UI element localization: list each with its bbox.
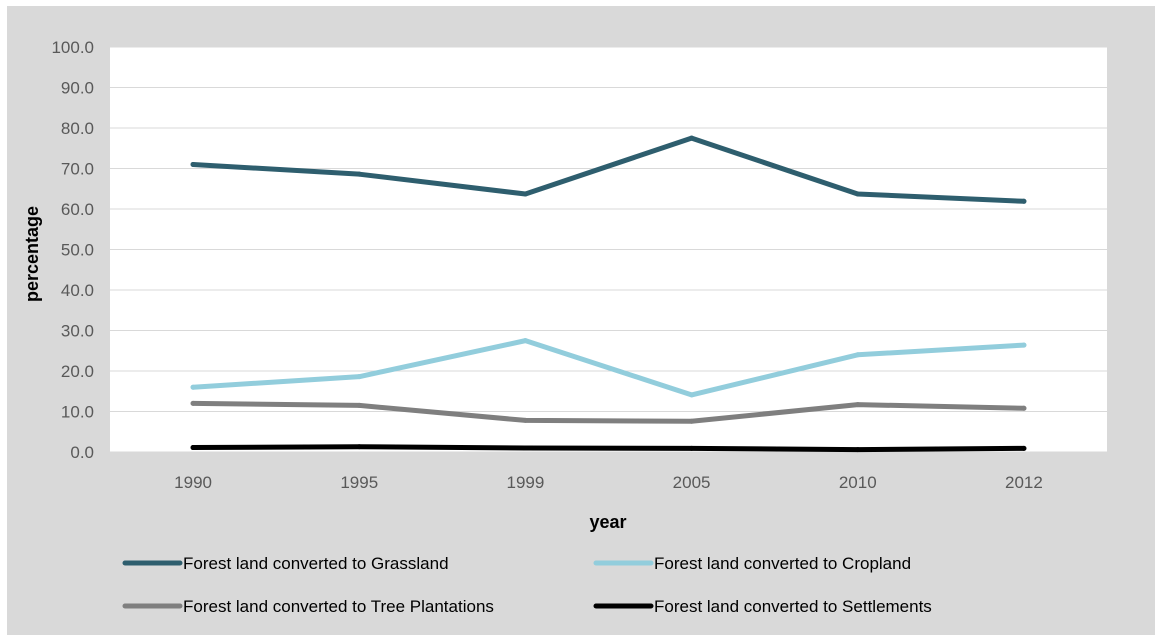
data-point — [1021, 198, 1027, 204]
legend-item: Forest land converted to Tree Plantation… — [122, 597, 494, 616]
legend-label: Forest land converted to Cropland — [654, 554, 911, 573]
legend-item: Forest land converted to Grassland — [122, 554, 449, 573]
series-lines — [190, 135, 1027, 453]
data-point — [855, 447, 861, 453]
data-point — [689, 445, 695, 451]
series-line — [190, 135, 1027, 204]
x-tick-label: 1990 — [174, 473, 212, 492]
series-line — [190, 338, 1027, 398]
data-point — [689, 418, 695, 424]
series-forest-land-converted-to-cropland — [190, 338, 1027, 398]
line-chart: 0.0 10.0 20.0 30.0 40.0 50.0 60.0 70.0 80.0 90.0 1… — [22, 38, 1107, 616]
y-tick-label: 50.0 — [61, 241, 94, 260]
legend-label: Forest land converted to Tree Plantation… — [183, 597, 494, 616]
y-tick-label: 90.0 — [61, 79, 94, 98]
y-tick-label: 60.0 — [61, 200, 94, 219]
y-tick-label: 0.0 — [70, 443, 94, 462]
data-point — [689, 135, 695, 141]
y-tick-label: 40.0 — [61, 281, 94, 300]
legend-label: Forest land converted to Grassland — [183, 554, 449, 573]
data-point — [190, 445, 196, 451]
y-tick-label: 30.0 — [61, 322, 94, 341]
data-point — [855, 191, 861, 197]
data-point — [522, 338, 528, 344]
data-point — [855, 402, 861, 408]
x-tick-label: 2010 — [839, 473, 877, 492]
data-point — [1021, 342, 1027, 348]
legend-item: Forest land converted to Cropland — [593, 554, 911, 573]
data-point — [190, 400, 196, 406]
data-point — [190, 384, 196, 390]
series-line — [190, 444, 1027, 453]
data-point — [356, 171, 362, 177]
data-point — [356, 402, 362, 408]
x-tick-label: 2012 — [1005, 473, 1043, 492]
data-point — [522, 417, 528, 423]
data-point — [689, 392, 695, 398]
legend-item: Forest land converted to Settlements — [593, 597, 932, 616]
y-tick-label: 80.0 — [61, 119, 94, 138]
x-tick-label: 1999 — [507, 473, 545, 492]
y-tick-label: 20.0 — [61, 362, 94, 381]
data-point — [356, 374, 362, 380]
series-line — [190, 400, 1027, 424]
y-axis-ticks: 0.0 10.0 20.0 30.0 40.0 50.0 60.0 70.0 80.0 90.0 1… — [51, 38, 94, 462]
data-point — [190, 161, 196, 167]
x-tick-label: 2005 — [673, 473, 711, 492]
legend: Forest land converted to Grassland Forest… — [122, 554, 932, 616]
series-forest-land-converted-to-grassland — [190, 135, 1027, 204]
chart-area: 0.0 10.0 20.0 30.0 40.0 50.0 60.0 70.0 80.0 90.0 1… — [7, 6, 1155, 635]
y-tick-label: 100.0 — [51, 38, 94, 57]
data-point — [1021, 445, 1027, 451]
data-point — [855, 352, 861, 358]
data-point — [1021, 405, 1027, 411]
x-axis-ticks: 1990 1995 1999 2005 2010 2012 — [174, 473, 1043, 492]
data-point — [356, 444, 362, 450]
series-forest-land-converted-to-settlements — [190, 444, 1027, 453]
series-forest-land-converted-to-tree-plantations — [190, 400, 1027, 424]
data-point — [522, 445, 528, 451]
x-axis-title: year — [589, 512, 626, 532]
legend-label: Forest land converted to Settlements — [654, 597, 932, 616]
x-tick-label: 1995 — [340, 473, 378, 492]
y-axis-title: percentage — [22, 206, 42, 302]
y-tick-label: 70.0 — [61, 160, 94, 179]
data-point — [522, 191, 528, 197]
y-tick-label: 10.0 — [61, 403, 94, 422]
